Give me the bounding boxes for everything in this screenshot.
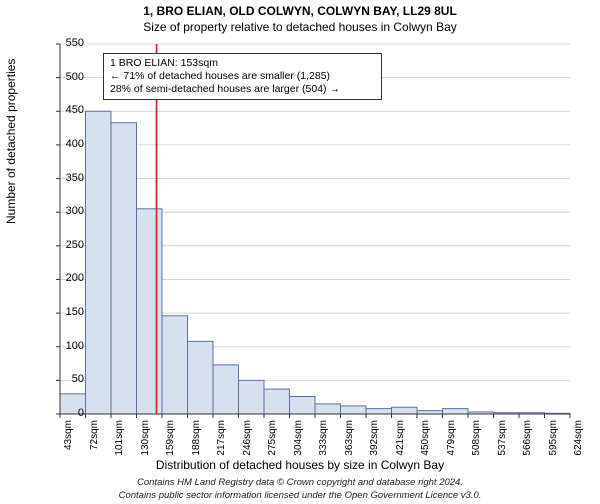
info-line-3: 28% of semi-detached houses are larger (… — [110, 83, 375, 96]
y-tick: 400 — [56, 138, 84, 150]
y-axis-label: Number of detached properties — [4, 59, 18, 224]
info-line-1: 1 BRO ELIAN: 153sqm — [110, 57, 375, 70]
y-tick: 0 — [56, 407, 84, 419]
subtitle: Size of property relative to detached ho… — [0, 20, 600, 34]
footer-line-1: Contains HM Land Registry data © Crown c… — [0, 477, 600, 489]
y-tick: 200 — [56, 272, 84, 284]
y-tick: 100 — [56, 340, 84, 352]
y-tick: 350 — [56, 172, 84, 184]
footer: Contains HM Land Registry data © Crown c… — [0, 477, 600, 502]
y-tick: 500 — [56, 71, 84, 83]
x-axis-label: Distribution of detached houses by size … — [0, 458, 600, 472]
y-tick: 50 — [56, 373, 84, 385]
y-tick: 250 — [56, 239, 84, 251]
title-main: 1, BRO ELIAN, OLD COLWYN, COLWYN BAY, LL… — [0, 4, 600, 18]
footer-line-2: Contains public sector information licen… — [0, 490, 600, 502]
y-tick: 300 — [56, 205, 84, 217]
y-tick: 450 — [56, 104, 84, 116]
info-line-2: ← 71% of detached houses are smaller (1,… — [110, 70, 375, 83]
y-tick: 150 — [56, 306, 84, 318]
y-tick: 550 — [56, 37, 84, 49]
info-box: 1 BRO ELIAN: 153sqm ← 71% of detached ho… — [103, 53, 382, 100]
